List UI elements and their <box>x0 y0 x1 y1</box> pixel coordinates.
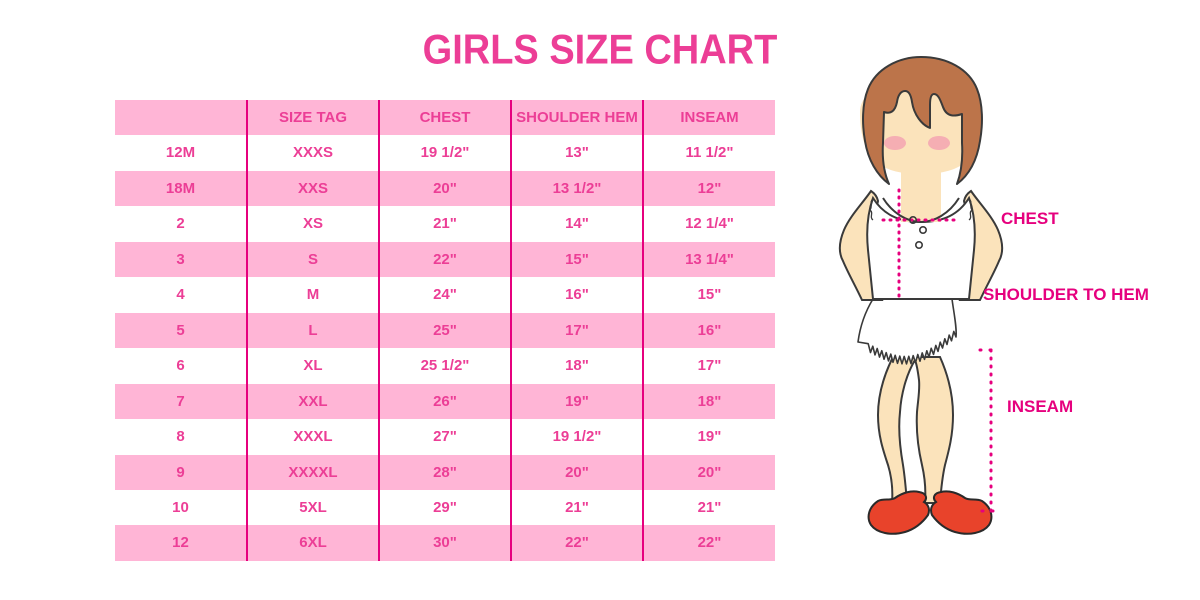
svg-text:SHOULDER TO HEM: SHOULDER TO HEM <box>983 285 1149 304</box>
svg-text:CHEST: CHEST <box>1001 209 1059 228</box>
svg-text:INSEAM: INSEAM <box>1007 397 1073 416</box>
